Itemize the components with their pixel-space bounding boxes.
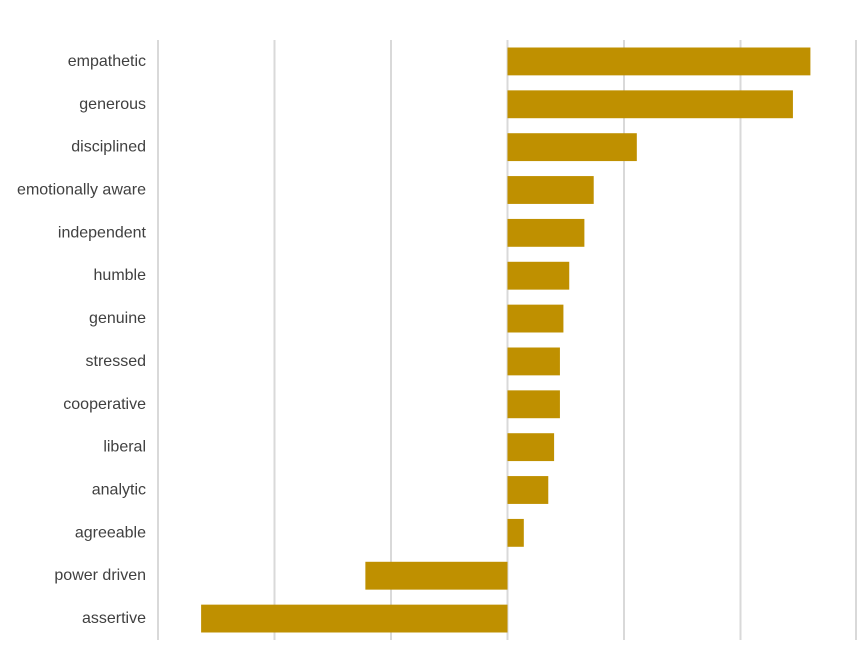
- category-label: analytic: [92, 482, 146, 499]
- gridlines: [157, 40, 857, 640]
- bar-cooperative: [507, 390, 560, 419]
- bar-humble: [507, 261, 570, 290]
- bar-stressed: [507, 347, 560, 376]
- bar-independent: [507, 218, 585, 247]
- category-label: generous: [79, 96, 146, 113]
- category-label: cooperative: [63, 396, 146, 413]
- bar-assertive: [201, 604, 508, 633]
- category-label: emotionally aware: [17, 182, 146, 199]
- category-label: liberal: [103, 439, 146, 456]
- category-label: assertive: [82, 610, 146, 627]
- bar-emotionally-aware: [507, 176, 594, 204]
- category-label: disciplined: [71, 139, 146, 156]
- bar-power-driven: [365, 561, 508, 590]
- bar-disciplined: [507, 133, 637, 162]
- category-label: genuine: [89, 310, 146, 327]
- category-label: power driven: [54, 567, 146, 584]
- bar-analytic: [507, 476, 549, 504]
- bar-genuine: [507, 304, 564, 333]
- category-label: stressed: [86, 353, 146, 370]
- category-label: independent: [58, 224, 147, 241]
- bar-agreeable: [507, 518, 524, 547]
- bar-empathetic: [507, 47, 811, 76]
- category-label: agreeable: [75, 524, 146, 541]
- bar-generous: [507, 90, 793, 119]
- bar-liberal: [507, 433, 555, 462]
- category-label: empathetic: [68, 53, 146, 70]
- category-labels: empathetic generous disciplined emotionally…: [17, 53, 147, 627]
- category-label: humble: [94, 267, 147, 284]
- bars: [201, 47, 811, 633]
